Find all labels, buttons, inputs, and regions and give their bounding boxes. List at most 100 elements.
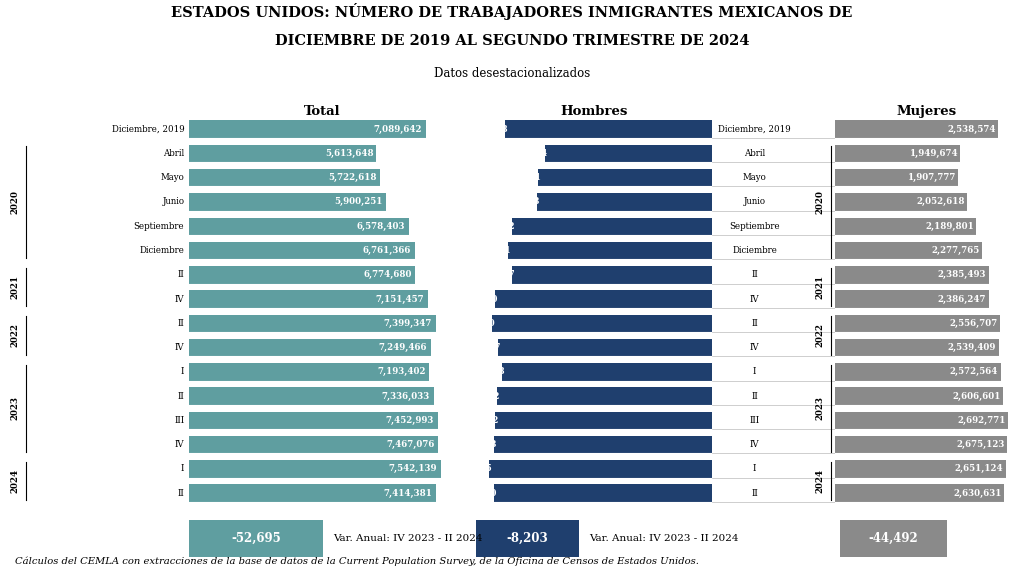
Text: Hombres: Hombres: [560, 105, 628, 118]
Text: 2022: 2022: [10, 323, 19, 348]
Bar: [835, 266, 988, 284]
Text: 7,089,642: 7,089,642: [374, 124, 422, 134]
Bar: [502, 363, 712, 381]
Text: Cálculos del CEMLA con extracciones de la base de datos de la Current Population: Cálculos del CEMLA con extracciones de l…: [15, 557, 699, 566]
Bar: [495, 484, 712, 502]
Bar: [189, 460, 440, 478]
Bar: [189, 436, 438, 453]
Text: 6,578,403: 6,578,403: [356, 222, 406, 231]
Text: 4,483,601: 4,483,601: [462, 246, 511, 255]
Bar: [496, 412, 712, 429]
Text: 1,949,674: 1,949,674: [910, 149, 958, 158]
Text: 4,389,187: 4,389,187: [467, 270, 515, 279]
Text: 3,814,841: 3,814,841: [492, 173, 541, 182]
Text: 2020: 2020: [10, 190, 19, 214]
Text: 5,722,618: 5,722,618: [329, 173, 377, 182]
Text: 7,467,076: 7,467,076: [386, 440, 434, 449]
Text: IV: IV: [175, 440, 184, 449]
Text: 2,556,707: 2,556,707: [949, 319, 997, 328]
Text: III: III: [750, 416, 760, 425]
Text: I: I: [181, 464, 184, 473]
Text: Total: Total: [304, 105, 341, 118]
Text: I: I: [753, 464, 757, 473]
Text: 7,336,033: 7,336,033: [382, 392, 430, 401]
Bar: [835, 412, 1009, 429]
Bar: [494, 436, 712, 453]
Bar: [189, 169, 380, 187]
Bar: [835, 339, 998, 356]
Text: 4,551,068: 4,551,068: [460, 124, 508, 134]
Text: Mayo: Mayo: [161, 173, 184, 182]
Bar: [496, 290, 712, 308]
Text: 2023: 2023: [815, 396, 824, 420]
Text: Abril: Abril: [163, 149, 184, 158]
Text: Diciembre: Diciembre: [732, 246, 777, 255]
Bar: [835, 218, 976, 235]
Text: IV: IV: [750, 343, 760, 352]
Text: 2,189,801: 2,189,801: [925, 222, 974, 231]
Text: 2,052,618: 2,052,618: [916, 198, 966, 207]
Text: 2,277,765: 2,277,765: [931, 246, 979, 255]
Bar: [189, 339, 431, 356]
Text: Datos desestacionalizados: Datos desestacionalizados: [434, 67, 590, 81]
Text: 4,388,602: 4,388,602: [467, 222, 515, 231]
Text: 4,710,057: 4,710,057: [453, 343, 501, 352]
Bar: [835, 436, 1008, 453]
Text: Diciembre, 2019: Diciembre, 2019: [718, 124, 792, 134]
Text: II: II: [177, 319, 184, 328]
Bar: [512, 218, 712, 235]
Bar: [498, 339, 712, 356]
Text: 7,399,347: 7,399,347: [384, 319, 432, 328]
Text: II: II: [177, 392, 184, 401]
Bar: [537, 193, 712, 211]
Text: Septiembre: Septiembre: [134, 222, 184, 231]
Bar: [189, 484, 436, 502]
Bar: [497, 387, 712, 405]
Text: 2021: 2021: [815, 275, 824, 299]
Text: 3,847,633: 3,847,633: [492, 198, 540, 207]
Bar: [539, 169, 712, 187]
Text: II: II: [177, 270, 184, 279]
Bar: [189, 290, 428, 308]
Text: 1,907,777: 1,907,777: [907, 173, 956, 182]
Text: 4,842,640: 4,842,640: [446, 319, 495, 328]
Bar: [492, 315, 712, 332]
Bar: [189, 387, 434, 405]
Text: III: III: [174, 416, 184, 425]
Text: 7,151,457: 7,151,457: [376, 295, 424, 304]
Text: II: II: [177, 489, 184, 498]
Text: 7,414,381: 7,414,381: [384, 489, 433, 498]
Text: Var. Anual: IV 2023 - II 2024: Var. Anual: IV 2023 - II 2024: [333, 534, 482, 542]
Bar: [835, 315, 999, 332]
Text: 2,606,601: 2,606,601: [952, 392, 1000, 401]
Text: -52,695: -52,695: [231, 532, 281, 545]
Text: -44,492: -44,492: [868, 532, 919, 545]
Text: 2,692,771: 2,692,771: [957, 416, 1006, 425]
Bar: [189, 412, 437, 429]
Bar: [189, 315, 436, 332]
Bar: [835, 169, 957, 187]
Text: 2,572,564: 2,572,564: [950, 367, 998, 376]
Text: II: II: [752, 489, 758, 498]
Text: Diciembre: Diciembre: [139, 246, 184, 255]
Bar: [189, 144, 377, 162]
Bar: [189, 363, 429, 381]
Text: 4,765,210: 4,765,210: [450, 295, 499, 304]
Text: II: II: [752, 270, 758, 279]
Text: 2,538,574: 2,538,574: [947, 124, 996, 134]
Text: 2021: 2021: [10, 275, 19, 299]
Bar: [508, 242, 712, 259]
Text: 7,542,139: 7,542,139: [388, 464, 437, 473]
Text: 2,675,123: 2,675,123: [956, 440, 1005, 449]
Text: 6,774,680: 6,774,680: [364, 270, 412, 279]
Bar: [835, 460, 1006, 478]
Bar: [512, 266, 712, 284]
Bar: [489, 460, 712, 478]
Text: 2023: 2023: [10, 396, 19, 420]
Text: 4,760,222: 4,760,222: [451, 416, 499, 425]
Bar: [189, 242, 415, 259]
Text: 4,729,432: 4,729,432: [452, 392, 500, 401]
Text: Junio: Junio: [743, 198, 766, 207]
Text: Junio: Junio: [163, 198, 184, 207]
Text: 5,613,648: 5,613,648: [325, 149, 374, 158]
